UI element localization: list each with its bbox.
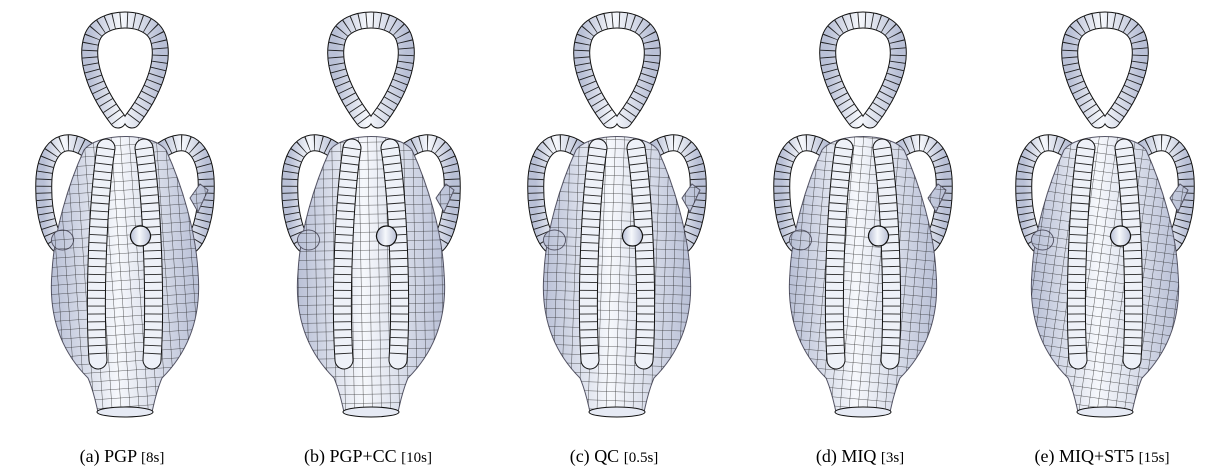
caption-letter: (d)	[815, 446, 837, 466]
caption: (e) MIQ+ST5 [15s]	[982, 446, 1222, 467]
caption-time: [8s]	[141, 450, 165, 466]
panel-a: (a) PGP [8s]	[2, 0, 242, 472]
panel-e: (e) MIQ+ST5 [15s]	[982, 0, 1222, 472]
panel-c: (c) QC [0.5s]	[494, 0, 734, 472]
caption-letter: (b)	[303, 446, 325, 466]
panel-d: (d) MIQ [3s]	[740, 0, 980, 472]
panel-b: (b) PGP+CC [10s]	[248, 0, 488, 472]
caption-method: PGP+CC	[329, 446, 397, 466]
caption: (b) PGP+CC [10s]	[248, 446, 488, 467]
caption: (a) PGP [8s]	[2, 446, 242, 467]
caption-method: QC	[594, 446, 620, 466]
caption-time: [3s]	[880, 450, 905, 466]
caption-method: PGP	[104, 446, 137, 466]
caption: (c) QC [0.5s]	[494, 446, 734, 467]
caption-letter: (a)	[79, 446, 100, 466]
vase-mesh-image	[35, 11, 215, 418]
vase-mesh-image	[1015, 11, 1195, 418]
caption: (d) MIQ [3s]	[740, 446, 980, 467]
vase-mesh-image	[281, 11, 461, 418]
caption-letter: (e)	[1034, 446, 1055, 466]
vase-mesh-image	[773, 11, 953, 418]
caption-time: [10s]	[401, 450, 432, 466]
caption-letter: (c)	[569, 446, 590, 466]
caption-time: [15s]	[1138, 450, 1170, 466]
vase-mesh-image	[527, 11, 707, 418]
caption-method: MIQ+ST5	[1059, 446, 1135, 466]
caption-method: MIQ	[841, 446, 877, 466]
caption-time: [0.5s]	[623, 450, 659, 466]
